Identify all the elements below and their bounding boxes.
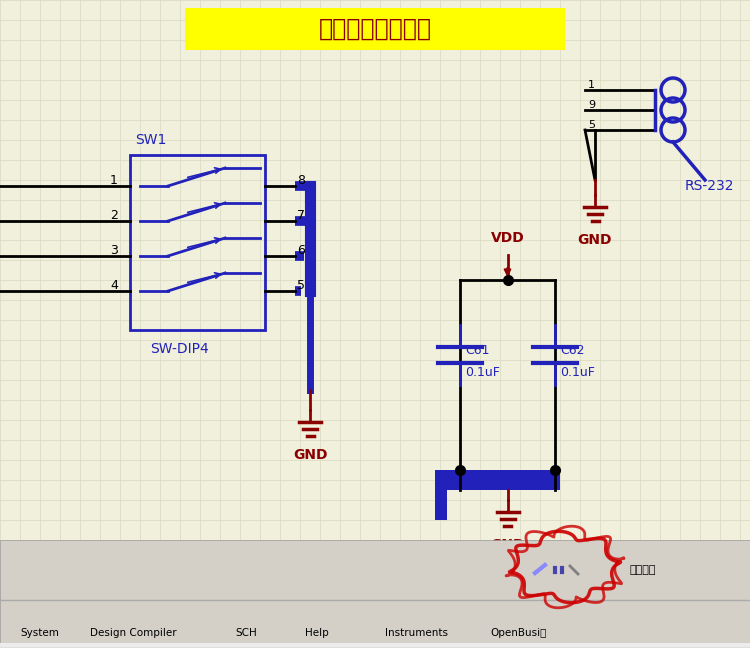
Text: 3: 3 <box>110 244 118 257</box>
Bar <box>0 643 750 648</box>
Text: 掩膜级别: 掩膜级别 <box>630 565 656 575</box>
Text: GND: GND <box>292 448 327 462</box>
Bar <box>185 8 565 50</box>
Bar <box>435 470 560 490</box>
Text: 4: 4 <box>110 279 118 292</box>
Text: GND: GND <box>578 233 612 247</box>
Text: 0.1uF: 0.1uF <box>465 367 500 380</box>
Text: RS-232: RS-232 <box>685 179 734 193</box>
Text: C61: C61 <box>465 343 490 356</box>
Text: 1: 1 <box>588 80 595 90</box>
Text: System: System <box>20 628 58 638</box>
Text: 原理图中可以这样: 原理图中可以这样 <box>319 17 431 41</box>
Text: 6: 6 <box>297 244 304 257</box>
Text: SW1: SW1 <box>135 133 166 147</box>
Text: Help: Help <box>305 628 328 638</box>
Text: 5: 5 <box>588 120 595 130</box>
Text: Instruments: Instruments <box>385 628 448 638</box>
Text: C62: C62 <box>560 343 584 356</box>
Text: 2: 2 <box>110 209 118 222</box>
Text: 0.1uF: 0.1uF <box>560 367 595 380</box>
Text: SCH: SCH <box>235 628 256 638</box>
Text: 7: 7 <box>297 209 305 222</box>
Bar <box>130 155 265 330</box>
Text: 9: 9 <box>588 100 596 110</box>
Bar <box>435 490 447 520</box>
Text: SW-DIP4: SW-DIP4 <box>150 342 208 356</box>
Bar <box>0 540 750 648</box>
Text: 5: 5 <box>297 279 305 292</box>
Text: Design Compiler: Design Compiler <box>90 628 177 638</box>
Text: VDD: VDD <box>490 231 524 245</box>
Text: 1: 1 <box>110 174 118 187</box>
Text: OpenBusi调: OpenBusi调 <box>490 628 546 638</box>
Text: GND: GND <box>490 538 525 552</box>
Text: 8: 8 <box>297 174 305 187</box>
